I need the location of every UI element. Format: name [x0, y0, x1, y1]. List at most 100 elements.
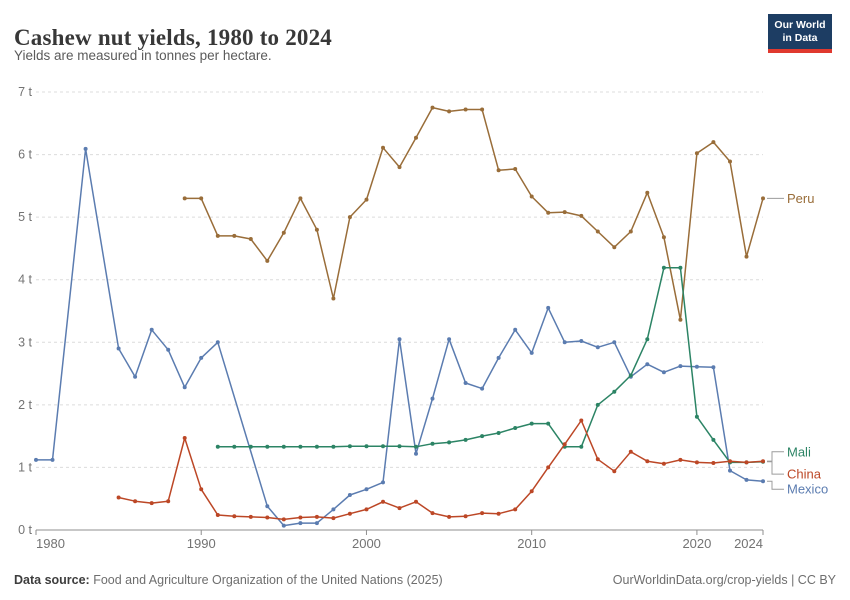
data-point-mali [232, 444, 237, 449]
data-point-peru [397, 165, 402, 170]
page-title: Cashew nut yields, 1980 to 2024 [14, 25, 333, 51]
series-label-china: China [787, 467, 822, 482]
data-point-china [546, 465, 551, 470]
data-point-mali [645, 337, 650, 342]
data-point-china [347, 511, 352, 516]
data-point-peru [480, 107, 485, 112]
series-label-peru: Peru [787, 191, 814, 206]
x-tick-label: 2000 [352, 536, 381, 551]
data-point-china [562, 442, 567, 447]
data-point-mexico [562, 340, 567, 345]
y-tick-label: 7 t [18, 85, 32, 99]
data-point-china [612, 469, 617, 474]
x-tick-label: 2010 [517, 536, 546, 551]
data-point-peru [496, 168, 501, 173]
data-point-mali [314, 444, 319, 449]
data-point-peru [744, 254, 749, 259]
data-point-mexico [661, 370, 666, 375]
data-point-mexico [595, 345, 600, 350]
data-point-mexico [694, 364, 699, 369]
data-point-mexico [314, 521, 319, 526]
data-point-peru [694, 151, 699, 156]
data-point-peru [628, 229, 633, 234]
data-point-mali [331, 444, 336, 449]
data-point-china [116, 495, 121, 500]
y-tick-label: 0 t [18, 523, 32, 537]
data-point-mali [381, 444, 385, 449]
data-point-mali [298, 444, 303, 449]
data-point-china [232, 514, 237, 519]
data-source-label: Data source: [14, 573, 90, 587]
data-point-mali [595, 402, 600, 407]
data-point-mali [529, 421, 534, 426]
data-point-mexico [281, 523, 286, 528]
data-point-mexico [728, 468, 732, 473]
data-point-peru [562, 210, 567, 215]
owid-logo[interactable]: Our World in Data [768, 14, 832, 53]
label-connector-mexico [767, 480, 784, 490]
series-line-peru [184, 106, 764, 321]
data-point-mali [612, 389, 617, 394]
data-point-mali [265, 444, 270, 449]
data-point-mexico [480, 386, 485, 391]
data-point-mexico [298, 521, 303, 526]
data-point-mali [215, 444, 220, 449]
data-point-china [381, 499, 385, 504]
page-subtitle: Yields are measured in tonnes per hectar… [14, 48, 272, 63]
data-point-china [513, 507, 518, 512]
y-tick-label: 1 t [18, 460, 32, 474]
data-point-peru [199, 196, 204, 201]
data-point-peru [232, 233, 237, 238]
data-point-mali [661, 265, 666, 270]
data-point-china [694, 460, 699, 465]
data-source: Data source: Food and Agriculture Organi… [14, 573, 443, 587]
data-point-mali [347, 444, 352, 449]
data-point-mali [513, 426, 518, 430]
data-point-china [397, 506, 402, 511]
data-point-mexico [496, 355, 501, 360]
data-point-china [414, 499, 418, 504]
data-point-mexico [116, 346, 121, 351]
data-point-mali [579, 444, 584, 449]
series-label-mali: Mali [787, 444, 811, 459]
data-point-peru [612, 245, 617, 250]
data-point-china [761, 459, 765, 464]
data-point-peru [182, 196, 187, 201]
data-point-peru [265, 258, 270, 263]
data-point-china [265, 515, 270, 520]
data-point-china [314, 514, 319, 519]
data-point-peru [513, 167, 518, 171]
y-tick-label: 5 t [18, 210, 32, 224]
series-line-china [118, 419, 764, 521]
data-point-china [199, 487, 204, 492]
data-point-china [149, 501, 154, 506]
data-point-mali [414, 444, 418, 449]
data-point-mali [628, 373, 633, 378]
series-label-mexico: Mexico [787, 482, 828, 497]
data-point-peru [579, 213, 584, 218]
data-point-peru [298, 196, 303, 201]
data-point-mali [430, 441, 435, 446]
credit-line: OurWorldinData.org/crop-yields | CC BY [612, 573, 836, 587]
data-point-peru [248, 237, 253, 241]
data-point-china [364, 507, 369, 512]
y-tick-label: 4 t [18, 273, 32, 287]
data-point-peru [645, 190, 650, 195]
owid-logo-line1: Our World [774, 19, 826, 31]
data-point-peru [711, 140, 716, 145]
data-point-peru [678, 317, 683, 322]
data-point-china [298, 515, 303, 520]
data-point-china [133, 499, 138, 504]
data-point-mali [281, 444, 286, 449]
x-tick-label: 2024 [734, 536, 763, 551]
data-point-mexico [133, 374, 138, 379]
data-point-china [430, 511, 435, 516]
data-point-china [248, 514, 253, 519]
data-point-china [744, 460, 749, 465]
data-point-mexico [761, 479, 765, 484]
series-line-mali [217, 267, 764, 464]
data-point-mali [397, 444, 402, 449]
data-point-china [281, 517, 286, 522]
data-point-mexico [149, 327, 154, 332]
data-point-mexico [645, 362, 650, 367]
